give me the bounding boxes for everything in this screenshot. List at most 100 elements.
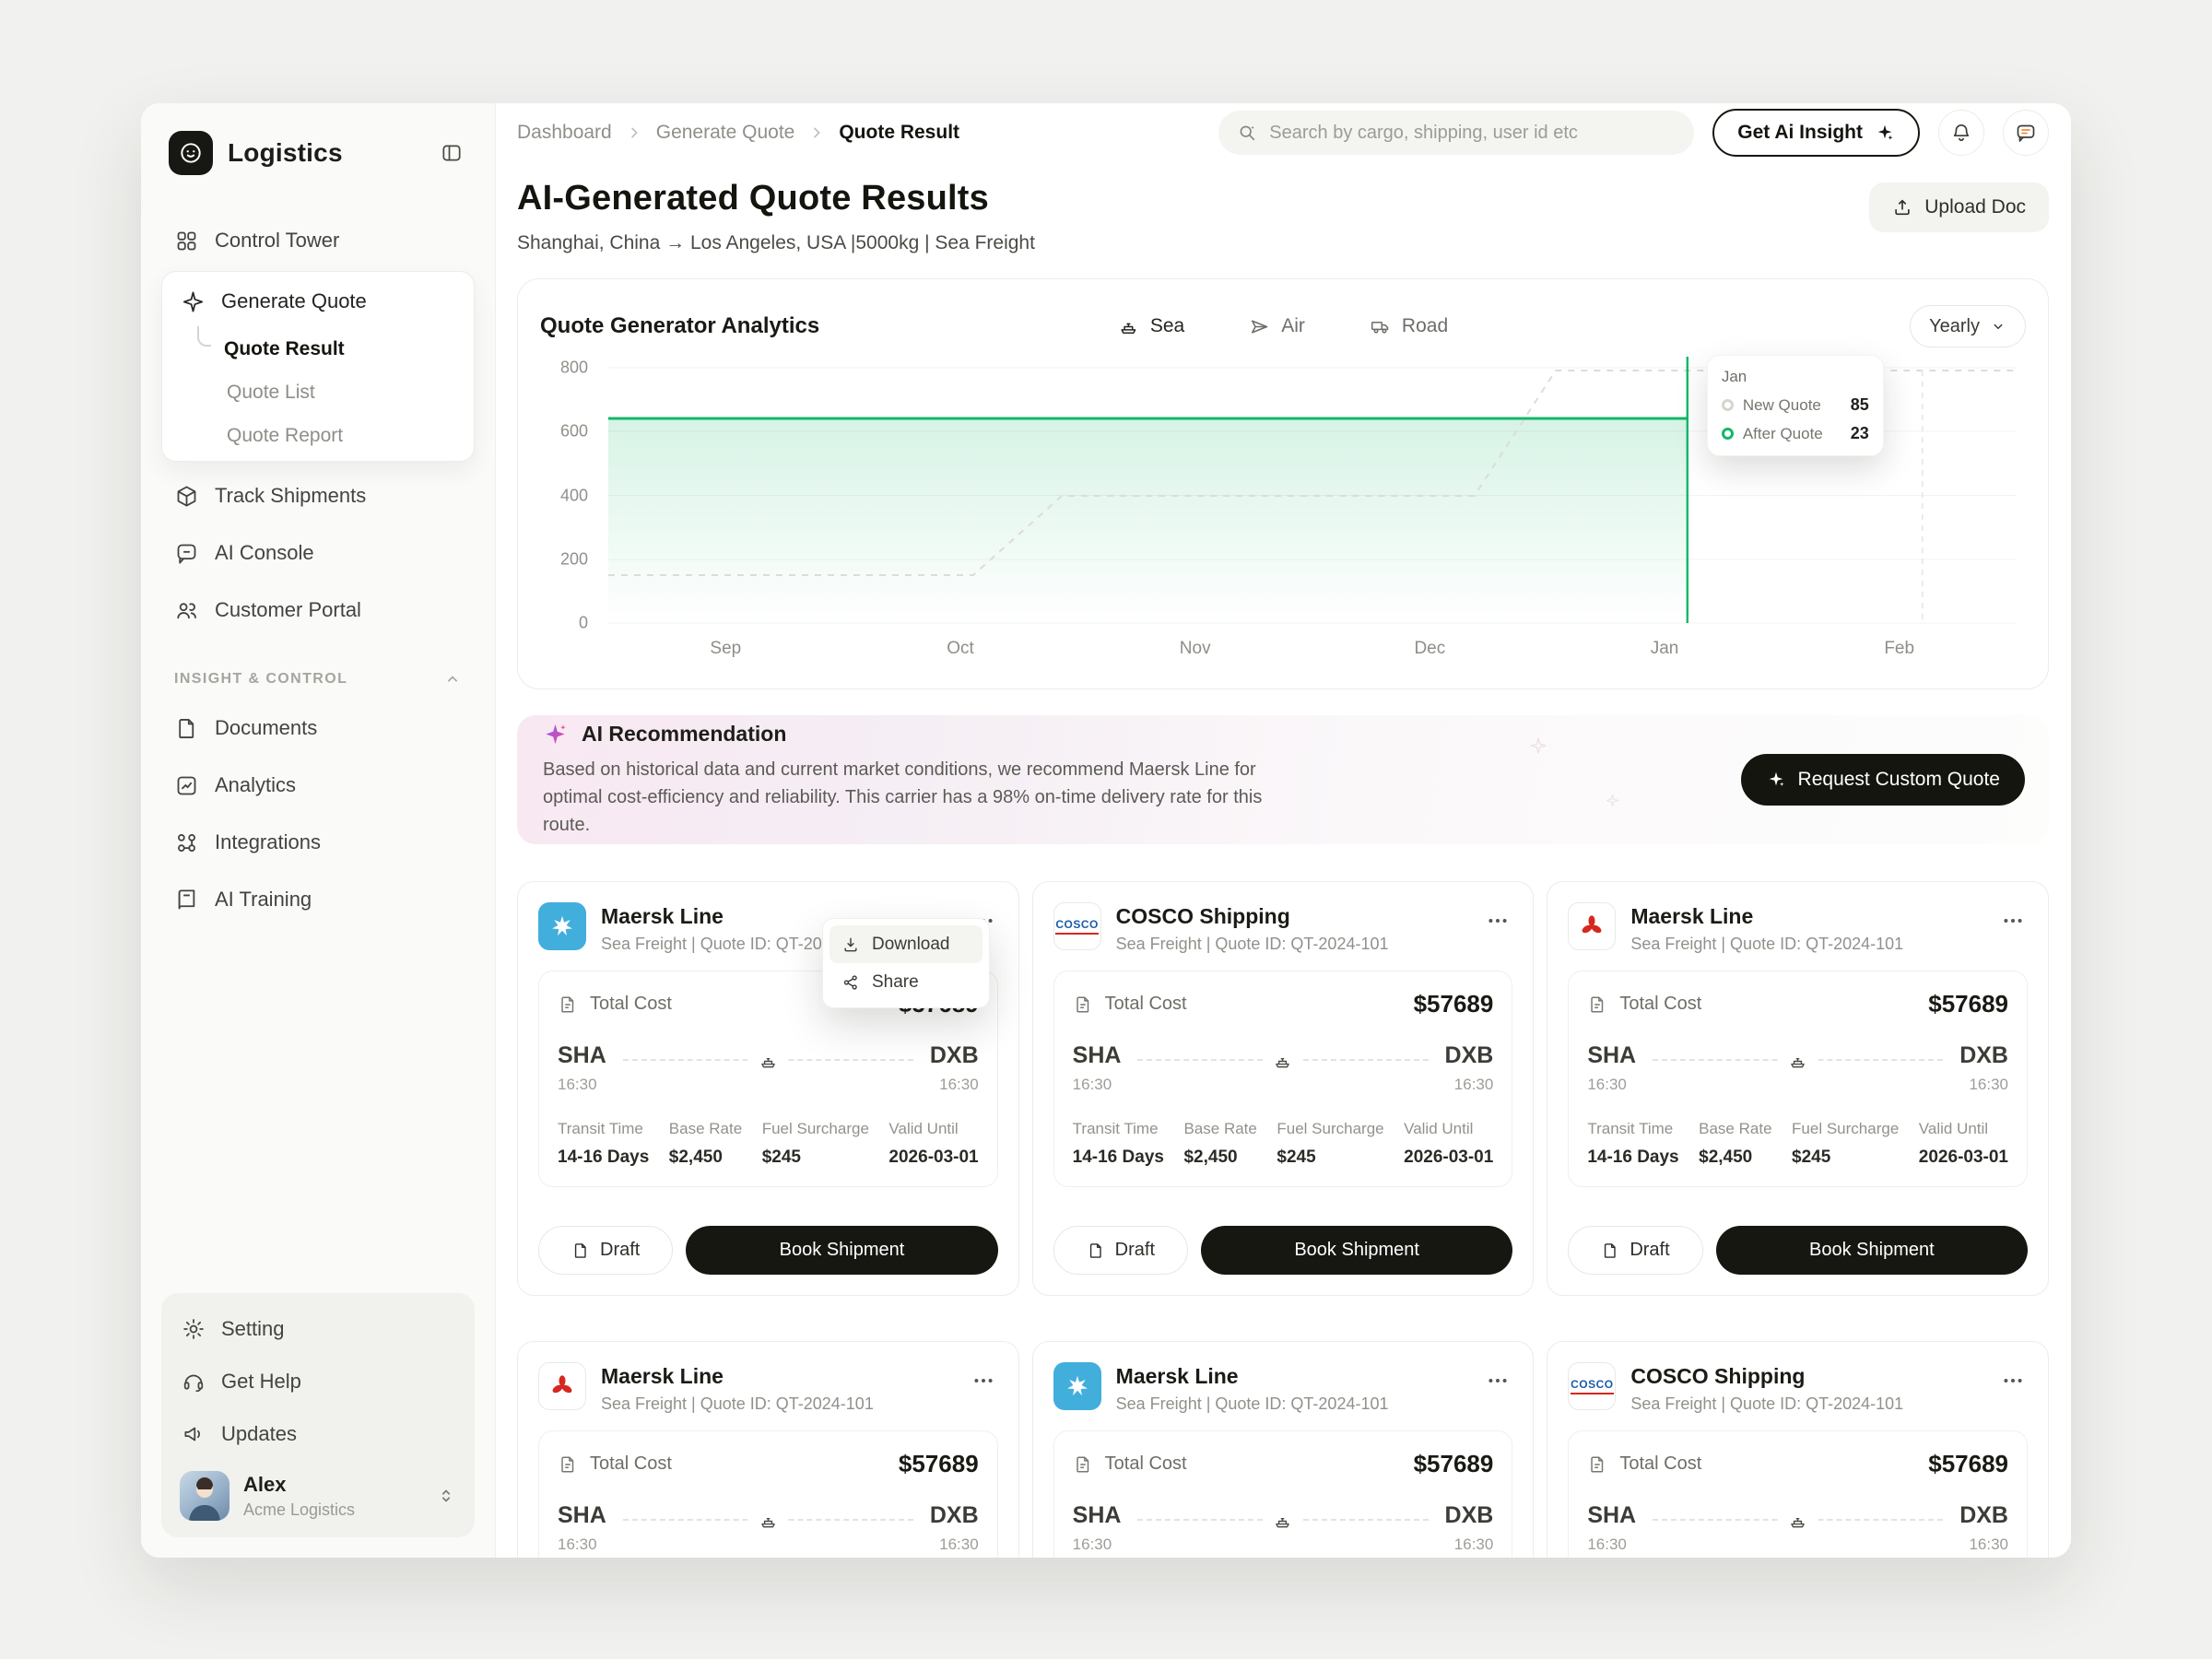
chart-plot-area: Jan New Quote 85 After Quote 23 [608, 355, 2017, 624]
sidebar-item-ai-console[interactable]: AI Console [161, 524, 475, 582]
book-shipment-button[interactable]: Book Shipment [1715, 1226, 2028, 1275]
x-tick-label: Sep [710, 639, 742, 658]
search-input[interactable] [1269, 122, 1677, 144]
total-cost-value: $57689 [1928, 990, 2008, 1018]
sidebar-item-setting[interactable]: Setting [172, 1302, 464, 1355]
tooltip-series-value: 23 [1850, 424, 1869, 442]
sidebar-item-generate-quote[interactable]: Generate Quote [168, 276, 468, 327]
quote-id-subtitle: Sea Freight | Quote ID: QT-2024-101 [601, 1394, 874, 1413]
quote-metrics: Transit Time 14-16 Days Base Rate $2,450 F… [1073, 1120, 1494, 1168]
period-select[interactable]: Yearly [1910, 305, 2026, 347]
gear-icon [183, 1318, 204, 1339]
get-ai-insight-label: Get Ai Insight [1737, 122, 1863, 143]
request-custom-quote-button[interactable]: Request Custom Quote [1740, 754, 2025, 806]
sidebar-item-ai-training[interactable]: AI Training [161, 871, 475, 928]
avatar [180, 1471, 229, 1521]
sidebar-subitem-quote-result[interactable]: Quote Result [168, 325, 468, 371]
page-title: AI-Generated Quote Results [517, 179, 989, 218]
fuel-surcharge-value: $245 [761, 1147, 801, 1167]
base-rate-label: Base Rate [668, 1120, 743, 1137]
destination-time: 16:30 [1969, 1076, 2008, 1093]
menu-item-download[interactable]: Download [830, 925, 982, 963]
transit-time-label: Transit Time [1072, 1120, 1159, 1137]
mode-sea-button[interactable]: Sea [1118, 315, 1184, 337]
search-bar[interactable] [1218, 111, 1695, 155]
menu-item-share[interactable]: Share [830, 963, 982, 1001]
quote-details-box: Total Cost $57689 SHA 16:30 DXB [1053, 1430, 1513, 1558]
carrier-logo-icon [538, 902, 586, 950]
carrier-name: Maersk Line [1115, 1364, 1239, 1388]
book-shipment-button[interactable]: Book Shipment [686, 1226, 998, 1275]
sidebar-item-updates[interactable]: Updates [172, 1407, 464, 1460]
origin-time: 16:30 [1587, 1535, 1627, 1553]
fuel-surcharge-value: $245 [1792, 1147, 1831, 1167]
notifications-button[interactable] [1938, 110, 1984, 156]
sidebar-item-control-tower[interactable]: Control Tower [161, 212, 475, 269]
draft-button[interactable]: Draft [538, 1226, 674, 1275]
chart-y-axis: 800 600 400 200 0 [540, 359, 588, 632]
total-cost-label: Total Cost [590, 994, 672, 1014]
ship-icon [1777, 1500, 1818, 1541]
sidebar-item-label: Control Tower [215, 229, 340, 252]
app-logo-icon [169, 131, 213, 175]
ellipsis-icon [1488, 1379, 1507, 1382]
transit-time-label: Transit Time [558, 1120, 643, 1137]
sidebar-subitem-quote-list[interactable]: Quote List [168, 371, 468, 414]
route-row: SHA 16:30 DXB 16:30 [1073, 1041, 1493, 1094]
route-dashed-line [1137, 1500, 1429, 1541]
transit-time-value: 14-16 Days [1072, 1147, 1164, 1167]
sidebar-collapse-icon[interactable] [436, 137, 467, 169]
more-options-button[interactable] [1483, 1362, 1512, 1399]
sidebar-subitem-quote-report[interactable]: Quote Report [168, 414, 468, 457]
receipt-icon [561, 995, 574, 1013]
sidebar-section-insight-control[interactable]: INSIGHT & CONTROL [174, 670, 462, 688]
more-options-button[interactable] [1483, 902, 1512, 939]
draft-button[interactable]: Draft [1053, 1226, 1188, 1275]
ship-icon [1777, 1041, 1818, 1081]
quote-details-box: Total Cost $57689 SHA 16:30 DXB [1568, 1430, 2028, 1558]
receipt-icon [1076, 995, 1088, 1013]
breadcrumb-generate-quote[interactable]: Generate Quote [655, 122, 795, 143]
sparkle-icon [1769, 771, 1783, 786]
more-options-button[interactable] [969, 1362, 998, 1399]
more-options-button[interactable] [1998, 902, 2028, 939]
mode-air-button[interactable]: Air [1249, 315, 1305, 337]
sidebar-nav: Control Tower Generate Quote Quote Resul… [161, 212, 475, 928]
messages-button[interactable] [2003, 110, 2049, 156]
sidebar-item-get-help[interactable]: Get Help [172, 1355, 464, 1407]
sidebar-item-track-shipments[interactable]: Track Shipments [161, 467, 475, 524]
draft-button[interactable]: Draft [1568, 1226, 1703, 1275]
quote-card-header: Maersk Line Sea Freight | Quote ID: QT-2… [538, 902, 998, 954]
user-menu[interactable]: Alex Acme Logistics [172, 1460, 464, 1528]
quote-card: Maersk Line Sea Freight | Quote ID: QT-2… [1547, 881, 2049, 1296]
quote-id-subtitle: Sea Freight | Quote ID: QT-2024-101 [1115, 935, 1389, 953]
quote-card: Maersk Line Sea Freight | Quote ID: QT-2… [517, 1341, 1019, 1558]
draft-label: Draft [600, 1240, 641, 1260]
sidebar-item-label: Analytics [215, 773, 297, 796]
sidebar-item-analytics[interactable]: Analytics [161, 757, 475, 814]
sidebar-item-documents[interactable]: Documents [161, 700, 475, 757]
get-ai-insight-button[interactable]: Get Ai Insight [1712, 109, 1920, 157]
ellipsis-icon [2004, 919, 2022, 923]
sidebar-item-integrations[interactable]: Integrations [161, 814, 475, 871]
mode-label: Air [1281, 315, 1305, 336]
more-options-button[interactable] [1998, 1362, 2028, 1399]
y-tick-label: 0 [578, 613, 588, 632]
carrier-name: Maersk Line [601, 1364, 724, 1388]
upload-doc-button[interactable]: Upload Doc [1869, 182, 2049, 232]
topbar: Dashboard Generate Quote Quote Result Ge… [517, 103, 2049, 157]
origin-code: SHA [558, 1042, 606, 1068]
ai-recommendation-banner: AI Recommendation Based on historical da… [517, 715, 2049, 844]
quote-card-actions: Draft Book Shipment [1568, 1226, 2028, 1275]
chat-icon [2017, 124, 2035, 142]
sidebar-item-label: Get Help [221, 1369, 301, 1393]
destination-code: DXB [1444, 1502, 1494, 1528]
breadcrumb-dashboard[interactable]: Dashboard [517, 122, 612, 143]
route-dashed-line [1653, 1500, 1944, 1541]
book-shipment-button[interactable]: Book Shipment [1201, 1226, 1513, 1275]
mode-road-button[interactable]: Road [1370, 315, 1448, 337]
tooltip-row: After Quote 23 [1721, 424, 1869, 443]
quote-card-actions: Draft Book Shipment [538, 1226, 998, 1275]
after-quote-area [608, 418, 1688, 623]
sidebar-item-customer-portal[interactable]: Customer Portal [161, 582, 475, 639]
